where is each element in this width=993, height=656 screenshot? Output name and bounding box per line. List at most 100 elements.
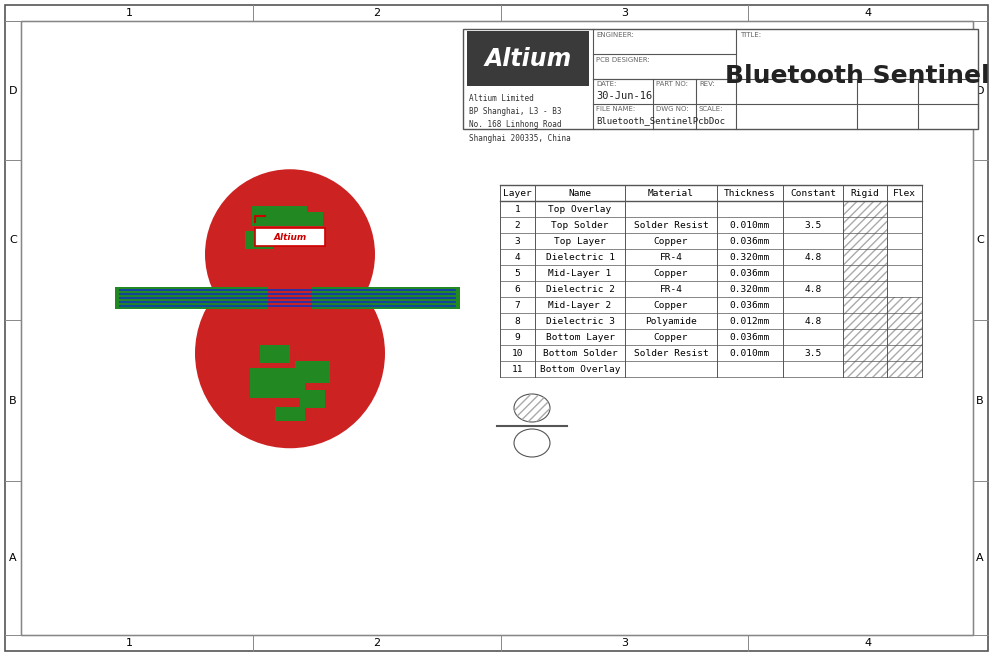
Text: Name: Name (569, 188, 592, 197)
Text: 4.8: 4.8 (804, 253, 821, 262)
Bar (295, 361, 330, 383)
Text: Mid-Layer 2: Mid-Layer 2 (548, 300, 612, 310)
Text: 2: 2 (373, 8, 380, 18)
Bar (843, 345, 887, 361)
Text: 11: 11 (511, 365, 523, 373)
Text: 9: 9 (514, 333, 520, 342)
Text: 2: 2 (373, 638, 380, 648)
Text: PCB DESIGNER:: PCB DESIGNER: (596, 57, 649, 63)
Text: 2: 2 (514, 220, 520, 230)
Text: 0.012mm: 0.012mm (730, 316, 771, 325)
Text: 3: 3 (621, 8, 628, 18)
Text: FR-4: FR-4 (659, 285, 682, 293)
Text: Making Electronics Design Easier™: Making Electronics Design Easier™ (480, 88, 576, 94)
Bar (245, 232, 273, 249)
Text: 30-Jun-16: 30-Jun-16 (596, 91, 652, 101)
Bar (843, 313, 887, 329)
Text: 3: 3 (514, 237, 520, 245)
Text: C: C (9, 235, 17, 245)
Text: Bottom Solder: Bottom Solder (542, 348, 618, 358)
Text: 4: 4 (865, 8, 872, 18)
Bar (843, 297, 887, 313)
Text: Altium: Altium (485, 47, 572, 70)
Text: Bluetooth_SentinelPcbDoc: Bluetooth_SentinelPcbDoc (596, 116, 725, 125)
Text: 1: 1 (514, 205, 520, 213)
Text: ENGINEER:: ENGINEER: (596, 32, 634, 38)
Text: Dielectric 3: Dielectric 3 (545, 316, 615, 325)
Text: 0.036mm: 0.036mm (730, 333, 771, 342)
Text: 0.010mm: 0.010mm (730, 348, 771, 358)
Bar (843, 233, 887, 249)
Text: Altium: Altium (273, 233, 307, 242)
Ellipse shape (205, 169, 375, 339)
Text: DWG NO:: DWG NO: (656, 106, 689, 112)
Bar (843, 361, 887, 377)
Text: 4: 4 (865, 638, 872, 648)
Bar (887, 313, 922, 329)
Text: Copper: Copper (653, 268, 688, 277)
Bar (268, 287, 312, 309)
Text: Flex: Flex (893, 188, 916, 197)
Bar (843, 217, 887, 233)
Bar (275, 407, 305, 421)
Text: 0.036mm: 0.036mm (730, 268, 771, 277)
Bar (843, 249, 887, 265)
Text: Top Overlay: Top Overlay (548, 205, 612, 213)
Bar (250, 368, 305, 398)
Text: D: D (9, 85, 17, 96)
Text: 0.010mm: 0.010mm (730, 220, 771, 230)
Text: Copper: Copper (653, 300, 688, 310)
Text: FR-4: FR-4 (659, 253, 682, 262)
Text: 1: 1 (125, 638, 132, 648)
Text: 8: 8 (514, 316, 520, 325)
Text: Rigid: Rigid (851, 188, 880, 197)
Text: A: A (976, 553, 984, 563)
Text: Constant: Constant (790, 188, 836, 197)
Text: D: D (976, 85, 984, 96)
Bar (463, 29, 978, 129)
Text: 0.036mm: 0.036mm (730, 300, 771, 310)
Bar (255, 228, 325, 246)
Text: Layer: Layer (503, 188, 532, 197)
Text: B: B (976, 396, 984, 405)
Text: Solder Resist: Solder Resist (634, 348, 708, 358)
Text: Top Solder: Top Solder (551, 220, 609, 230)
Text: 7: 7 (514, 300, 520, 310)
Text: 5: 5 (514, 268, 520, 277)
Text: Top Layer: Top Layer (554, 237, 606, 245)
Text: Bluetooth Sentinel: Bluetooth Sentinel (725, 64, 989, 88)
Text: 3.5: 3.5 (804, 348, 821, 358)
Bar (843, 201, 887, 217)
Text: B: B (9, 396, 17, 405)
Bar (252, 206, 307, 226)
Text: A: A (9, 553, 17, 563)
Ellipse shape (195, 258, 385, 448)
Text: Copper: Copper (653, 237, 688, 245)
Bar (887, 345, 922, 361)
Text: 4.8: 4.8 (804, 316, 821, 325)
Text: Dielectric 1: Dielectric 1 (545, 253, 615, 262)
Text: Dielectric 2: Dielectric 2 (545, 285, 615, 293)
Text: SCALE:: SCALE: (699, 106, 724, 112)
Text: Solder Resist: Solder Resist (634, 220, 708, 230)
Text: REV:: REV: (699, 81, 715, 87)
Text: FILE NAME:: FILE NAME: (596, 106, 636, 112)
Text: 10: 10 (511, 348, 523, 358)
Text: Polyamide: Polyamide (645, 316, 697, 325)
Text: 0.320mm: 0.320mm (730, 285, 771, 293)
Bar (295, 213, 323, 226)
Bar (115, 287, 460, 309)
Bar (843, 265, 887, 281)
Text: Bottom Overlay: Bottom Overlay (540, 365, 621, 373)
Bar (500, 201, 922, 393)
Bar (843, 281, 887, 297)
Text: 3: 3 (621, 638, 628, 648)
Text: 0.320mm: 0.320mm (730, 253, 771, 262)
Text: Material: Material (648, 188, 694, 197)
Text: Bottom Layer: Bottom Layer (545, 333, 615, 342)
Bar (843, 329, 887, 345)
Text: TITLE:: TITLE: (740, 32, 761, 38)
Text: PART NO:: PART NO: (656, 81, 688, 87)
Bar (887, 329, 922, 345)
Bar (275, 228, 310, 244)
